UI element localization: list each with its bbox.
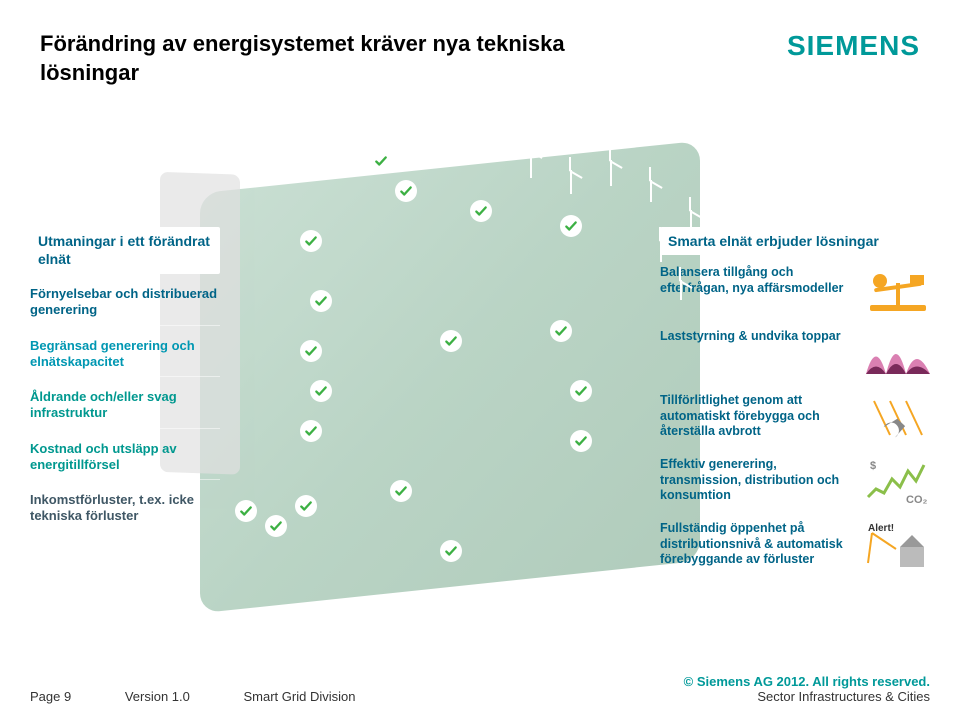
solutions-column: Smarta elnät erbjuder lösningar Balanser… [660,227,930,585]
solution-item: Balansera tillgång och efterfrågan, nya … [660,265,930,315]
diagram-area: Utmaningar i ett förändrat elnät Förnyel… [0,107,960,647]
balance-icon [866,265,930,315]
solution-item: Fullständig öppenhet på distributionsniv… [660,521,930,571]
checkmark-icon [310,290,332,312]
checkmark-icon [550,320,572,342]
checkmark-icon [265,515,287,537]
svg-text:$: $ [870,460,876,472]
checkmark-icon [440,330,462,352]
checkmark-icon [235,500,257,522]
checkmark-icon [370,150,392,172]
checkmark-icon [310,380,332,402]
wrench-icon [866,393,930,443]
challenge-item: Åldrande och/eller svag infrastruktur [30,389,220,429]
solution-text: Laststyrning & undvika toppar [660,329,856,345]
page-title: Förändring av energisystemet kräver nya … [40,30,747,87]
version-label: Version 1.0 [125,689,190,704]
checkmark-icon [570,430,592,452]
checkmark-icon [395,180,417,202]
challenges-list: Förnyelsebar och distribuerad generering… [30,286,220,531]
footer: Page 9 Version 1.0 Smart Grid Division ©… [0,674,960,704]
solution-item: Laststyrning & undvika toppar [660,329,930,379]
solution-item: Effektiv generering, transmission, distr… [660,457,930,507]
solution-text: Fullständig öppenhet på distributionsniv… [660,521,856,568]
solution-text: Balansera tillgång och efterfrågan, nya … [660,265,856,296]
challenge-item: Begränsad generering och elnätskapacitet [30,338,220,378]
challenge-item: Inkomstförluster, t.ex. icke tekniska fö… [30,492,220,531]
page-number: Page 9 [30,689,71,704]
peaks-icon [866,329,930,379]
wind-turbine-icon [530,150,532,178]
challenge-item: Förnyelsebar och distribuerad generering [30,286,220,326]
wind-turbine-icon [660,240,662,262]
copyright: © Siemens AG 2012. All rights reserved. [684,674,930,689]
checkmark-icon [570,380,592,402]
title-line2: lösningar [40,60,139,85]
checkmark-icon [300,420,322,442]
siemens-logo: SIEMENS [787,30,920,62]
wind-turbine-icon [680,280,682,300]
wind-turbine-icon [610,160,612,186]
sector-label: Sector Infrastructures & Cities [684,689,930,704]
challenge-item: Kostnad och utsläpp av energitillförsel [30,441,220,481]
svg-text:CO₂: CO₂ [906,494,928,506]
alert-icon: Alert! [866,521,930,571]
svg-text:Alert!: Alert! [868,523,894,534]
checkmark-icon [390,480,412,502]
checkmark-icon [295,495,317,517]
division-label: Smart Grid Division [244,689,356,704]
co2-icon: $ CO₂ [866,457,930,507]
challenges-title: Utmaningar i ett förändrat elnät [30,227,220,274]
checkmark-icon [470,200,492,222]
wind-turbine-icon [650,180,652,202]
solutions-list: Balansera tillgång och efterfrågan, nya … [660,265,930,571]
title-line1: Förändring av energisystemet kräver nya … [40,31,565,56]
solution-text: Effektiv generering, transmission, distr… [660,457,856,504]
checkmark-icon [300,230,322,252]
checkmark-icon [560,215,582,237]
wind-turbine-icon [490,130,492,160]
checkmark-icon [300,340,322,362]
solutions-title: Smarta elnät erbjuder lösningar [660,227,930,255]
wind-turbine-icon [570,170,572,194]
wind-turbine-icon [690,210,692,230]
challenges-column: Utmaningar i ett förändrat elnät Förnyel… [30,227,220,543]
checkmark-icon [440,540,462,562]
solution-item: Tillförlitlighet genom att automatiskt f… [660,393,930,443]
solution-text: Tillförlitlighet genom att automatiskt f… [660,393,856,440]
